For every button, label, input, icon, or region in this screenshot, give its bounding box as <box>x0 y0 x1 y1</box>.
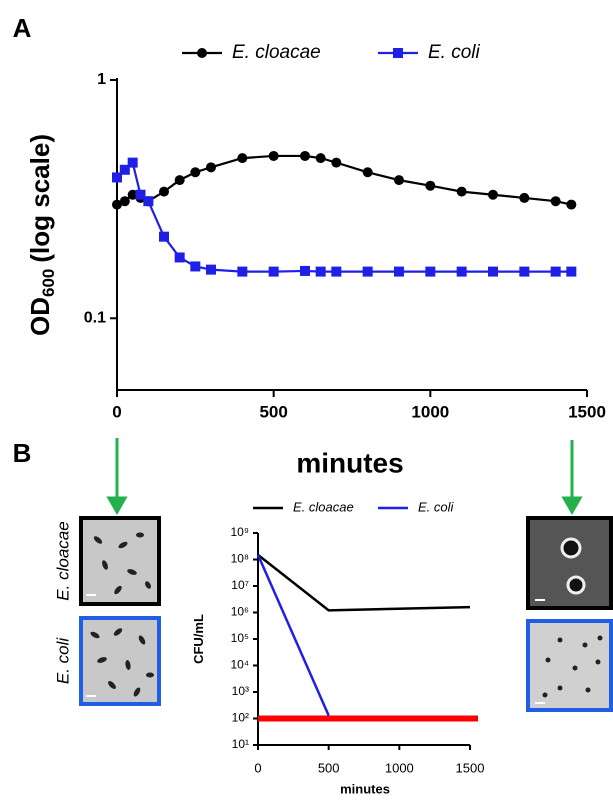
marker <box>119 164 130 175</box>
marker <box>268 150 279 161</box>
x-tick-label: 500 <box>259 402 287 421</box>
y-tick-label: 10³ <box>232 684 249 698</box>
arrow-head <box>106 496 128 516</box>
legend-label: E. coli <box>428 42 481 63</box>
marker <box>112 199 122 210</box>
micrographs: E. cloacae E. coli <box>53 516 613 712</box>
cells <box>93 532 151 595</box>
marker <box>300 150 310 161</box>
marker <box>362 167 373 178</box>
y-axis-label-main: OD <box>25 297 55 336</box>
y-axis-label-sub: 600 <box>39 269 58 297</box>
marker <box>331 157 342 168</box>
arrows <box>106 438 583 516</box>
marker <box>425 180 436 191</box>
y-tick-label: 0.1 <box>84 309 106 326</box>
marker <box>488 189 498 200</box>
marker <box>135 189 146 200</box>
marker <box>159 231 169 242</box>
series-line <box>116 154 572 206</box>
marker <box>237 266 248 277</box>
marker <box>519 192 530 203</box>
y-tick-label: 1 <box>97 71 106 88</box>
y-axis-label: CFU/mL <box>191 614 206 664</box>
series-line <box>257 553 471 612</box>
y-tick-label: 10⁴ <box>230 658 249 672</box>
x-tick-label: 0 <box>254 760 261 775</box>
panel-label: A <box>13 13 32 43</box>
x-axis-label: minutes <box>340 781 390 796</box>
legend-label: E. cloacae <box>293 499 354 514</box>
marker <box>394 266 404 277</box>
legend-label: E. coli <box>418 499 455 514</box>
y-tick-label: 10² <box>232 711 249 725</box>
y-axis-label-main: CFU/mL <box>191 614 206 664</box>
series-line <box>256 554 330 716</box>
arrow-head <box>561 496 583 516</box>
marker <box>519 266 530 277</box>
x-tick-label: 1500 <box>568 402 606 421</box>
micrograph-label: E. coli <box>53 637 72 685</box>
marker <box>174 175 185 186</box>
marker <box>331 266 342 277</box>
series-line <box>116 160 572 273</box>
marker <box>550 196 561 207</box>
micrograph <box>526 516 613 610</box>
marker <box>566 266 577 277</box>
y-tick-label: 10⁵ <box>231 631 249 645</box>
marker <box>488 266 498 277</box>
y-tick-label: 10⁸ <box>231 552 249 566</box>
x-axis-label: minutes <box>296 447 403 478</box>
marker <box>456 186 467 197</box>
x-tick-label: 1000 <box>411 402 449 421</box>
marker <box>190 167 201 178</box>
y-axis-label-suffix: (log scale) <box>25 134 55 263</box>
marker <box>143 196 154 207</box>
marker <box>315 153 326 164</box>
cells <box>90 628 154 697</box>
legend-label: E. cloacae <box>232 42 321 63</box>
x-tick-label: 1000 <box>385 760 414 775</box>
marker <box>197 48 207 58</box>
x-tick-label: 0 <box>112 402 121 421</box>
marker <box>112 172 122 183</box>
marker <box>394 175 404 186</box>
y-tick-label: 10⁹ <box>231 525 250 539</box>
marker <box>119 196 130 207</box>
marker <box>456 266 467 277</box>
marker <box>206 162 216 173</box>
y-tick-label: 10⁶ <box>231 605 249 619</box>
marker <box>425 266 436 277</box>
marker <box>206 264 216 275</box>
marker <box>550 266 561 277</box>
marker <box>237 153 248 164</box>
marker <box>127 189 138 200</box>
marker <box>268 266 279 277</box>
cells <box>542 635 603 698</box>
x-tick-label: 1500 <box>456 760 485 775</box>
marker <box>393 48 403 58</box>
marker <box>566 199 577 210</box>
y-tick-label: 10⁷ <box>231 578 249 592</box>
y-tick-label: 10¹ <box>232 737 249 751</box>
marker <box>315 266 326 277</box>
micrograph-label: E. cloacae <box>53 521 72 600</box>
panel-label: B <box>13 438 32 468</box>
marker <box>127 157 138 168</box>
x-tick-label: 500 <box>318 760 340 775</box>
marker <box>190 261 201 272</box>
marker <box>362 266 373 277</box>
marker <box>159 186 169 197</box>
marker <box>174 252 185 263</box>
micrograph <box>526 619 613 712</box>
y-axis-label: OD600 (log scale) <box>25 134 59 336</box>
marker <box>300 265 310 276</box>
